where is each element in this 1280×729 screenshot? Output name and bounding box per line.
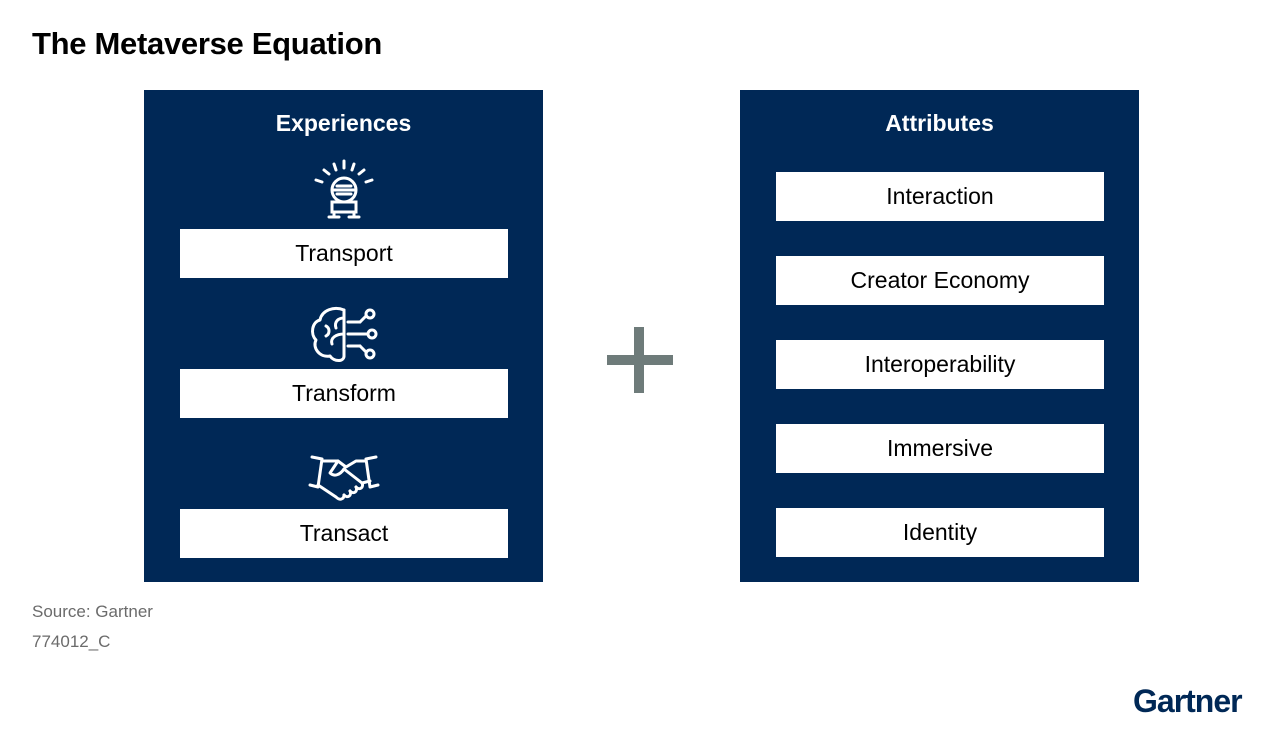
experiences-heading: Experiences: [275, 110, 412, 136]
page-title: The Metaverse Equation: [32, 26, 382, 61]
brain-network-icon: [311, 306, 378, 362]
attribute-box-creator-economy: Creator Economy: [776, 256, 1104, 305]
attributes-panel: Attributes Interaction Creator Economy I…: [740, 90, 1139, 582]
experience-box-transact: Transact: [180, 509, 508, 558]
attribute-box-interaction: Interaction: [776, 172, 1104, 221]
attribute-box-immersive: Immersive: [776, 424, 1104, 473]
experiences-panel: Experiences Transport: [144, 90, 543, 582]
headset-icon: [314, 159, 374, 219]
gartner-logo: Gartner: [1133, 683, 1243, 719]
plus-icon: [607, 327, 673, 393]
attribute-box-interoperability: Interoperability: [776, 340, 1104, 389]
source-note: Source: Gartner: [32, 602, 153, 621]
experience-box-transform: Transform: [180, 369, 508, 418]
document-id: 774012_C: [32, 632, 111, 651]
experience-box-transport: Transport: [180, 229, 508, 278]
handshake-icon: [308, 455, 380, 501]
attributes-heading: Attributes: [885, 110, 994, 136]
attribute-box-identity: Identity: [776, 508, 1104, 557]
